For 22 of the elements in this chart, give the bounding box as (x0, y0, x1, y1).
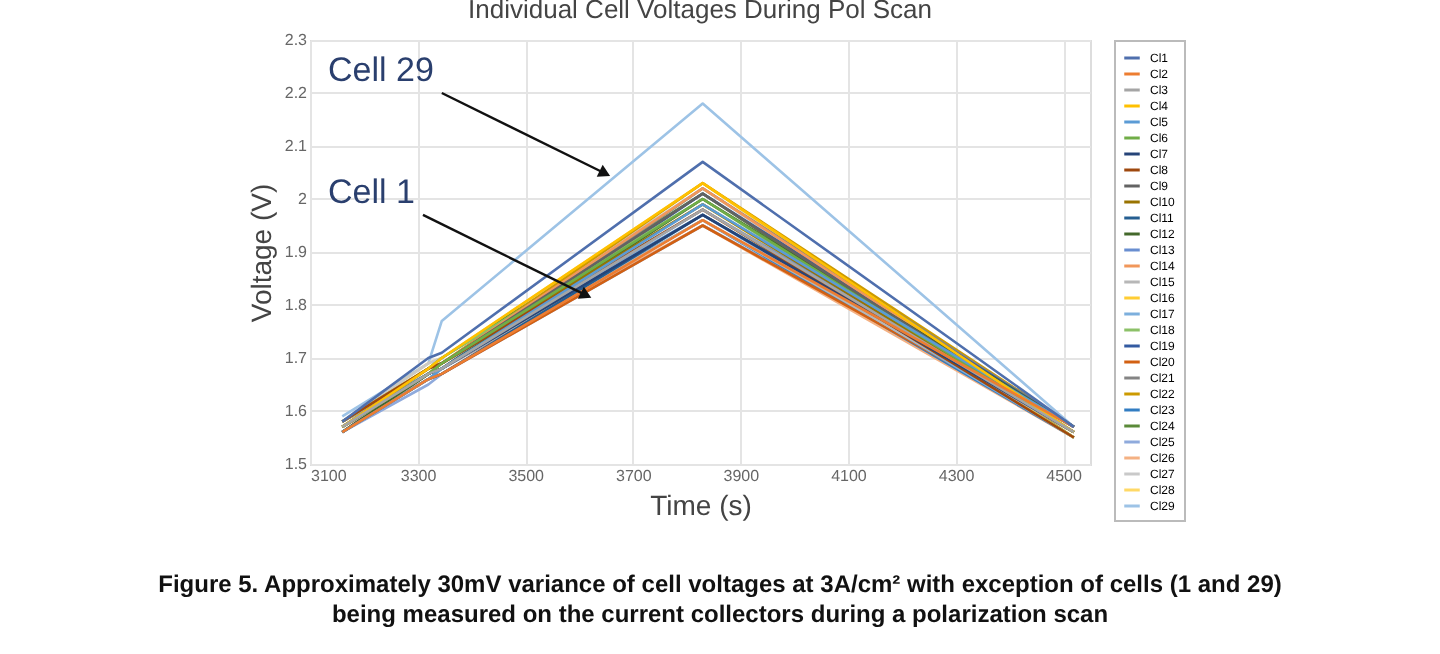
annotation: Cell 1 (328, 172, 415, 211)
x-tick-label: 3700 (615, 467, 653, 485)
y-tick-label: 1.8 (284, 296, 309, 314)
y-tick-label: 2 (298, 190, 309, 208)
caption: Figure 5. Approximately 30mV variance of cell voltages at 3A/cm² with exception of cells (1 and 29) being measured on the current collectors during a polarization scan (158, 570, 1282, 628)
x-tick-label: 3900 (723, 467, 761, 485)
y-tick-label: 1.9 (284, 243, 309, 261)
x-tick-label: 3300 (400, 467, 438, 485)
y-tick-label: 2.2 (284, 84, 309, 102)
x-tick-label: 3100 (311, 467, 348, 485)
x-tick-label: 4100 (831, 467, 868, 485)
x-tick-label: 4300 (938, 467, 976, 485)
y-axis-title: Voltage (V) (244, 183, 277, 323)
y-tick-label: 2.3 (284, 31, 309, 49)
x-tick-label: 4500 (1046, 467, 1083, 485)
y-tick-label: 1.5 (284, 455, 309, 473)
x-tick-label: 3500 (508, 467, 546, 485)
x-axis-title: Time (s) (650, 489, 752, 521)
y-tick-label: 2.1 (284, 137, 309, 155)
y-tick-label: 1.6 (284, 402, 309, 420)
y-tick-label: 1.7 (284, 349, 309, 367)
annotation: Cell 29 (327, 51, 434, 89)
